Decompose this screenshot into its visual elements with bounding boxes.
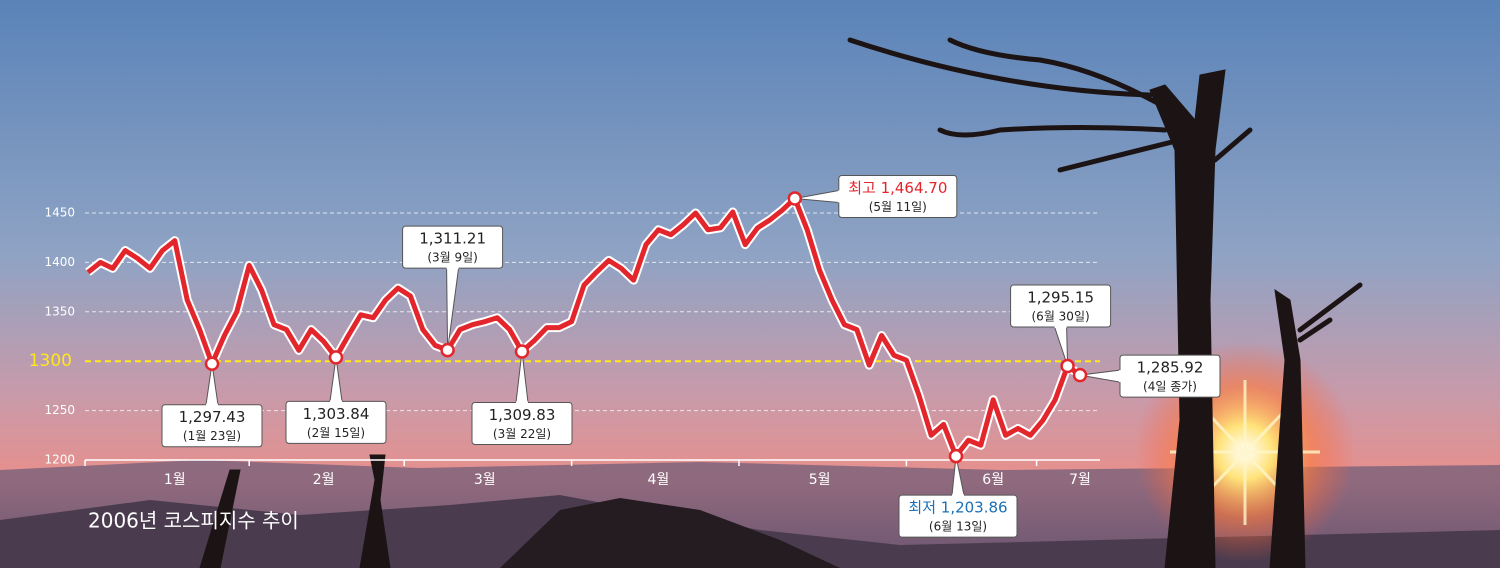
y-tick-label: 1450 [44,206,75,220]
chart-title: 2006년 코스피지수 추이 [88,509,299,533]
y-tick-label: 1400 [44,255,75,269]
point-marker [328,350,344,365]
callout-pointer-join [837,190,840,203]
x-tick-label: 3월 [474,472,496,488]
value-label: 1,285.92 [1137,359,1204,377]
label-note: (5월 11일) [869,200,927,214]
value-label: 최저 1,203.86 [908,499,1007,517]
point-marker [787,191,803,206]
point-marker [1060,358,1075,374]
y-tick-label: 1350 [44,304,75,318]
point-marker [1072,367,1088,383]
value-label: 최고 1,464.70 [848,179,947,197]
y-tick-label: 1200 [44,453,75,467]
point-marker [514,344,530,359]
callout: 1,285.92 (4일 종가) [1079,354,1221,398]
tree [199,37,1363,568]
callout-pointer-join [1054,325,1067,328]
callout: 1,303.84 (2월 15일) [285,357,387,444]
callout-pointer-join [206,403,218,406]
value-label: 1,295.15 [1027,288,1094,306]
callout: 1,309.83 (3월 22일) [471,351,573,445]
value-label: 1,309.83 [489,406,556,424]
x-tick-label: 5월 [809,472,831,488]
x-tick-label: 1월 [164,472,186,488]
point-marker [204,356,220,371]
line [86,195,1082,459]
value-label: 1,297.43 [179,408,246,426]
x-tick-label: 4월 [648,472,670,488]
point-marker [948,448,964,464]
callout: 최고 1,464.70 (5월 11일) [794,174,958,218]
label-note: (1월 23일) [183,429,241,443]
mountain [500,498,840,568]
label-note: (6월 13일) [929,520,987,534]
y-tick-label: 1250 [44,403,75,417]
callout: 1,297.43 (1월 23일) [161,363,263,448]
x-tick-label: 7월 [1069,472,1091,488]
value-label: 1,303.84 [303,405,370,423]
callout: 1,295.15 (6월 30일) [1010,284,1112,367]
value-label: 1,311.21 [419,230,486,248]
x-tick-label: 2월 [313,472,335,488]
y-tick-label: 1300 [29,351,72,371]
x-tick-label: 6월 [982,472,1004,488]
label-note: (2월 15일) [307,426,365,440]
point-marker [440,342,455,358]
callout: 최저 1,203.86 (6월 13일) [898,456,1018,538]
label-note: (6월 30일) [1032,309,1090,323]
callout-pointer-join [952,494,964,497]
callout-pointer-join [330,400,342,403]
callout-pointer-join [1119,370,1121,383]
label-note: (3월 22일) [493,427,551,441]
callout-pointer-join [516,401,528,404]
callout-pointer-join [446,267,459,270]
callout: 1,311.21 (3월 9일) [402,225,504,351]
label-note: (4일 종가) [1143,380,1197,394]
label-note: (3월 9일) [427,251,478,265]
